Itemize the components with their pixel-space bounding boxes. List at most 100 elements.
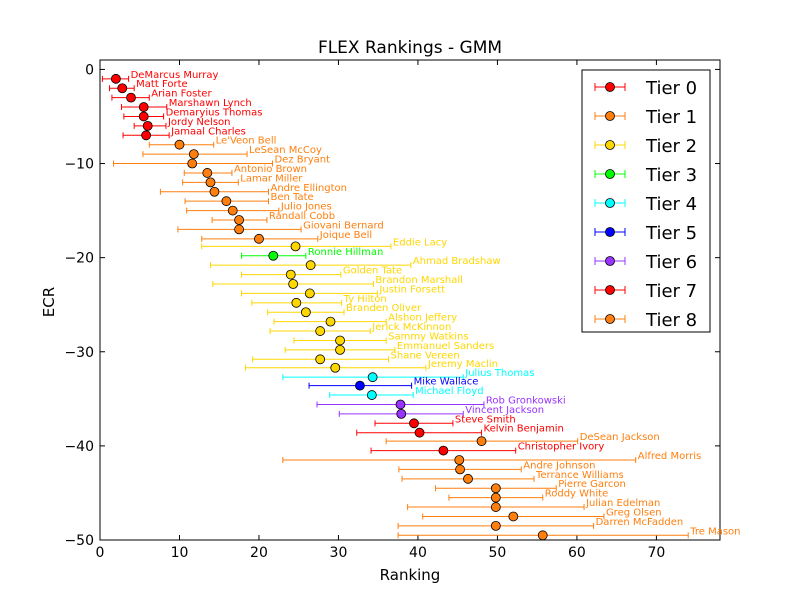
data-point-group: Kelvin Benjamin: [356, 424, 564, 438]
legend-label: Tier 7: [645, 281, 697, 302]
data-point-group: Ahmad Bradshaw: [209, 256, 501, 271]
data-point-group: Lamar Miller: [182, 173, 303, 188]
player-label: Golden Tate: [343, 266, 402, 277]
data-point-group: Christopher Ivory: [370, 442, 605, 456]
data-point: [395, 399, 406, 410]
data-point-group: Golden Tate: [240, 266, 402, 280]
legend-label: Tier 0: [645, 78, 697, 99]
data-point: [490, 483, 501, 494]
data-point: [138, 102, 149, 112]
legend-label: Tier 3: [645, 165, 697, 186]
data-point-group: Julio Jones: [186, 202, 332, 216]
data-point: [537, 530, 548, 541]
data-point: [490, 492, 501, 503]
player-label: LeSean McCoy: [249, 145, 322, 156]
x-axis-label: Ranking: [380, 566, 441, 584]
player-label: Tre Mason: [689, 526, 740, 537]
data-point: [110, 73, 121, 84]
data-point-group: Jamaal Charles: [122, 126, 246, 141]
data-point-group: Arian Foster: [111, 89, 212, 103]
legend-entry: Tier 3: [594, 165, 697, 186]
player-label: Randall Cobb: [269, 211, 335, 222]
data-point: [205, 177, 216, 188]
player-label: Terrance Williams: [535, 470, 624, 481]
data-point-group: Ronnie Hillman: [240, 247, 383, 261]
data-point-group: Darren McFadden: [397, 517, 683, 531]
x-tick-label: 10: [171, 545, 189, 561]
player-label: Jordy Nelson: [167, 117, 231, 128]
data-point-group: Sammy Watkins: [293, 331, 469, 346]
data-point-group: Joique Bell: [201, 230, 372, 244]
data-point-group: Vincent Jackson: [338, 405, 544, 419]
data-point: [366, 390, 377, 400]
data-point-group: Steve Smith: [374, 414, 516, 429]
y-tick-label: −20: [64, 251, 94, 267]
player-label: Ty Hilton: [343, 294, 387, 305]
data-point: [315, 354, 326, 365]
player-label: Giovani Bernard: [303, 220, 384, 231]
data-point: [209, 186, 220, 197]
data-point: [355, 380, 365, 391]
data-point-group: Andre Johnson: [398, 460, 595, 475]
data-point: [187, 158, 198, 169]
data-point-group: Andre Ellington: [159, 183, 347, 197]
player-label: Brandon Marshall: [375, 275, 463, 286]
legend-marker: [605, 169, 615, 179]
legend-marker: [605, 256, 615, 266]
x-tick-label: 70: [647, 545, 665, 561]
data-point: [335, 344, 345, 355]
data-point: [142, 120, 153, 131]
data-point: [463, 473, 473, 484]
y-axis-label: ECR: [40, 287, 58, 317]
y-tick-label: −50: [64, 533, 94, 549]
player-label: Alfred Morris: [638, 451, 702, 462]
x-tick-label: 40: [409, 545, 427, 561]
player-label: Jerick McKinnon: [371, 322, 451, 333]
player-label: Mike Wallace: [414, 377, 479, 388]
data-point: [285, 269, 296, 280]
data-point-group: Pierre Garcon: [434, 479, 626, 494]
player-label: Christopher Ivory: [518, 442, 605, 453]
player-label: Shane Vereen: [391, 350, 460, 361]
player-label: Roddy White: [545, 489, 609, 500]
x-tick-label: 30: [330, 545, 348, 561]
player-label: Justin Forsett: [378, 284, 445, 295]
player-label: Le'Veon Bell: [216, 136, 277, 147]
legend-label: Tier 1: [645, 107, 697, 128]
y-tick-label: −10: [64, 157, 94, 173]
data-point: [330, 362, 341, 373]
legend-label: Tier 6: [645, 252, 697, 273]
legend-entry: Tier 7: [594, 281, 697, 302]
player-label: Pierre Garcon: [558, 479, 626, 490]
player-label: Michael Floyd: [415, 386, 483, 397]
data-point: [409, 418, 419, 429]
legend-entry: Tier 0: [594, 78, 697, 99]
legend-marker: [605, 198, 615, 208]
data-point-group: Shane Vereen: [252, 350, 460, 365]
data-point-group: Alshon Jeffery: [273, 313, 457, 327]
data-point-group: Giovani Bernard: [177, 220, 384, 235]
data-point-group: Jordy Nelson: [133, 117, 231, 131]
legend-label: Tier 5: [645, 223, 697, 244]
player-label: Ronnie Hillman: [308, 247, 383, 258]
data-point-group: Alfred Morris: [282, 451, 702, 465]
x-tick-label: 60: [568, 545, 586, 561]
player-label: Julian Edelman: [585, 498, 660, 509]
data-point-group: LeSean McCoy: [142, 145, 322, 160]
data-point: [221, 196, 232, 207]
data-point: [315, 326, 326, 336]
player-label: Emmanuel Sanders: [397, 341, 494, 352]
player-label: DeSean Jackson: [580, 432, 660, 443]
data-point-group: Dez Bryant: [113, 155, 330, 169]
data-point-group: DeSean Jackson: [385, 432, 660, 447]
data-point: [300, 307, 311, 318]
player-label: Demaryius Thomas: [166, 107, 263, 118]
legend-entry: Tier 6: [594, 252, 697, 273]
data-point-group: Emmanuel Sanders: [284, 341, 494, 355]
data-point-group: Roddy White: [448, 489, 609, 503]
player-label: Branden Oliver: [346, 303, 422, 314]
legend-marker: [605, 227, 615, 237]
data-point-group: Tre Mason: [397, 526, 741, 541]
data-point: [227, 205, 238, 216]
legend-marker: [605, 140, 615, 150]
